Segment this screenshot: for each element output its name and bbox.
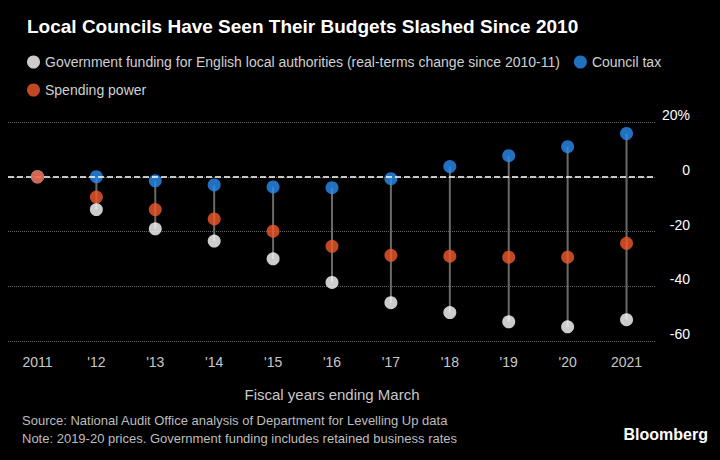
svg-text:Local Councils Have Seen Their: Local Councils Have Seen Their Budgets S… (27, 16, 578, 37)
svg-text:20%: 20% (662, 107, 690, 123)
svg-text:2021: 2021 (611, 354, 642, 370)
svg-text:'16: '16 (323, 354, 341, 370)
svg-text:'18: '18 (441, 354, 459, 370)
svg-text:Government funding for English: Government funding for English local aut… (45, 54, 560, 70)
svg-text:'15: '15 (264, 354, 282, 370)
svg-text:'12: '12 (87, 354, 105, 370)
svg-text:'17: '17 (382, 354, 400, 370)
svg-text:-60: -60 (670, 326, 690, 342)
svg-text:-40: -40 (670, 271, 690, 287)
svg-text:2011: 2011 (22, 354, 52, 370)
svg-text:Bloomberg: Bloomberg (624, 426, 708, 443)
svg-text:Fiscal years ending March: Fiscal years ending March (244, 386, 419, 403)
svg-text:Spending power: Spending power (45, 82, 147, 98)
svg-text:'14: '14 (205, 354, 223, 370)
svg-text:Source: National Audit Office: Source: National Audit Office analysis o… (22, 413, 448, 428)
svg-text:'20: '20 (559, 354, 577, 370)
svg-text:Note: 2019-20 prices. Governme: Note: 2019-20 prices. Government funding… (22, 431, 458, 446)
svg-text:-20: -20 (670, 217, 690, 233)
svg-text:'13: '13 (146, 354, 164, 370)
svg-text:Council tax: Council tax (592, 54, 661, 70)
svg-text:0: 0 (682, 162, 690, 178)
svg-text:'19: '19 (500, 354, 518, 370)
